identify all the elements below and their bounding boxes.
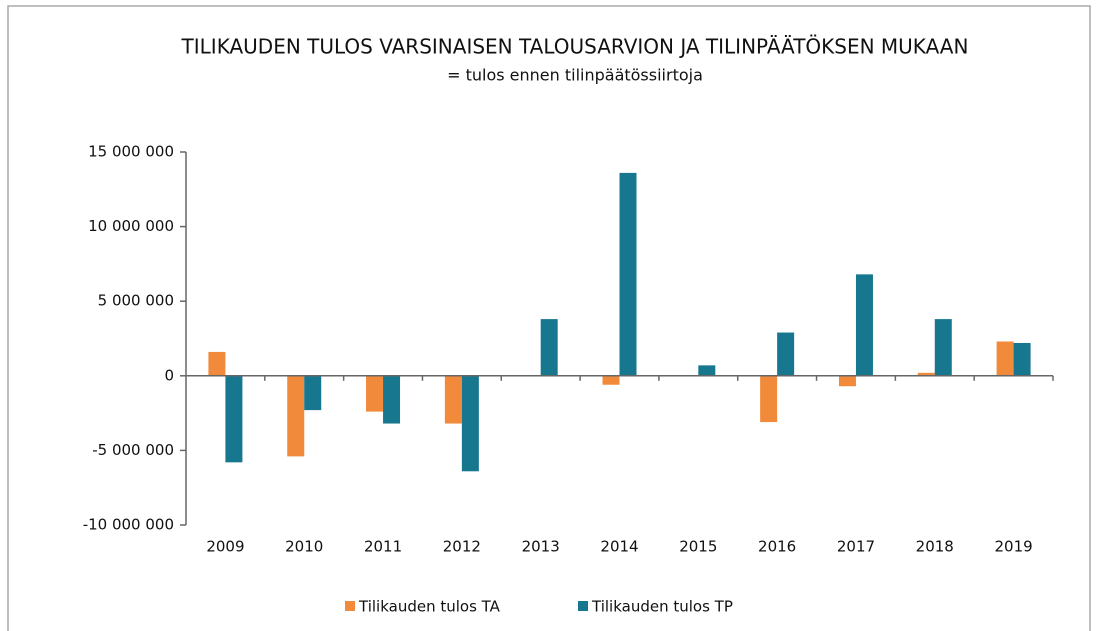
x-tick-label: 2019 [994,538,1032,556]
bar [383,375,401,424]
x-tick-label: 2012 [443,538,481,556]
x-tick-label: 2013 [522,538,560,556]
bar [917,372,935,376]
chart-subtitle: = tulos ennen tilinpäätössiirtoja [447,66,703,85]
legend-swatch [578,601,588,611]
y-tick-label: 5 000 000 [98,292,174,310]
bar [366,375,384,412]
y-tick-label: 15 000 000 [88,143,174,161]
chart-title: TILIKAUDEN TULOS VARSINAISEN TALOUSARVIO… [181,35,969,59]
bar [838,375,856,387]
y-tick-label: 0 [164,366,174,384]
bar [602,375,620,385]
legend-swatch [345,601,355,611]
frame [7,5,1091,631]
x-tick-label: 2009 [206,538,244,556]
y-tick-label: 10 000 000 [88,217,174,235]
bar [304,375,322,411]
bar [855,274,873,376]
y-tick-label: -5 000 000 [92,441,174,459]
bar [619,172,637,376]
x-tick-label: 2014 [600,538,638,556]
bar [934,319,952,376]
x-tick-label: 2015 [679,538,717,556]
bar [444,375,462,424]
bar [996,341,1014,376]
x-tick-label: 2010 [285,538,323,556]
bar [760,375,778,423]
bar [287,375,305,457]
legend-label: Tilikauden tulos TA [358,598,501,616]
bar [777,332,795,376]
bar [461,375,479,472]
legend-label: Tilikauden tulos TP [591,598,733,616]
bar [540,319,558,376]
bar [698,365,716,376]
x-tick-label: 2017 [837,538,875,556]
x-tick-label: 2011 [364,538,402,556]
bar [1013,342,1031,376]
bar [208,351,226,376]
y-tick-label: -10 000 000 [83,516,174,534]
x-tick-label: 2016 [758,538,796,556]
x-tick-label: 2018 [916,538,954,556]
bar [225,375,243,463]
